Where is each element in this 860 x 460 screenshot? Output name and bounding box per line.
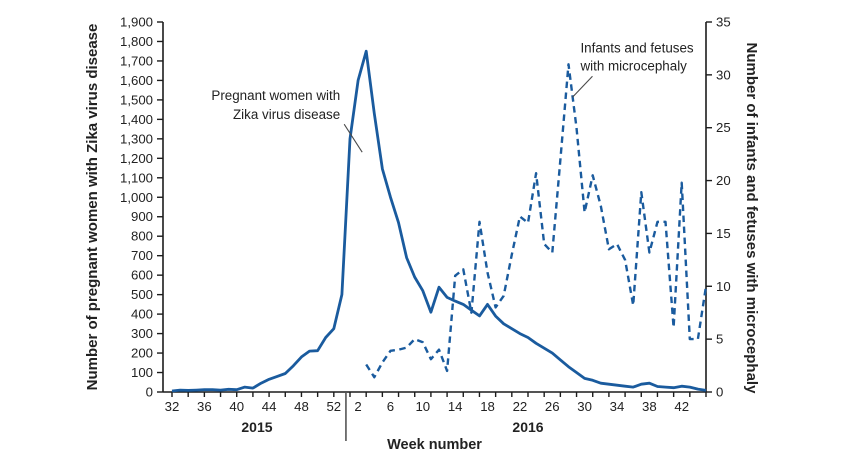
right-axis-tick-label: 5 [716, 332, 723, 347]
x-axis-week-label: 44 [262, 399, 277, 414]
pregnant-women-callout-leader-line [343, 123, 363, 153]
x-axis-week-label: 48 [294, 399, 309, 414]
left-axis-tick-label: 1,100 [120, 170, 153, 185]
right-axis-tick-label: 15 [716, 226, 731, 241]
x-axis-week-label: 40 [229, 399, 244, 414]
left-axis-tick-label: 1,300 [120, 131, 153, 146]
x-axis-week-label: 34 [610, 399, 625, 414]
right-axis-tick-label: 0 [716, 385, 723, 400]
microcephaly-callout-text: Infants and fetuses [580, 40, 693, 55]
right-axis-tick-label: 20 [716, 173, 731, 188]
left-axis-tick-label: 200 [131, 346, 153, 361]
x-axis-week-label: 42 [674, 399, 689, 414]
left-axis-tick-label: 0 [146, 385, 153, 400]
x-axis-week-label: 26 [545, 399, 560, 414]
x-axis-week-label: 38 [642, 399, 657, 414]
year-label-2016: 2016 [512, 419, 543, 435]
left-axis-tick-label: 100 [131, 365, 153, 380]
x-axis-week-label: 30 [577, 399, 592, 414]
microcephaly-series-line [365, 63, 708, 379]
x-axis-week-label: 2 [354, 399, 361, 414]
x-axis-title: Week number [387, 437, 482, 453]
left-axis-tick-label: 1,800 [120, 34, 153, 49]
x-axis-week-label: 18 [480, 399, 495, 414]
year-label-2015: 2015 [241, 419, 272, 435]
left-axis-tick-label: 300 [131, 326, 153, 341]
x-axis-week-label: 6 [387, 399, 394, 414]
x-axis-week-label: 32 [165, 399, 180, 414]
x-axis-week-label: 52 [326, 399, 341, 414]
left-axis-tick-label: 800 [131, 229, 153, 244]
left-axis-tick-label: 400 [131, 307, 153, 322]
left-axis-tick-label: 700 [131, 248, 153, 263]
left-axis-tick-label: 900 [131, 209, 153, 224]
right-axis-tick-label: 30 [716, 67, 731, 82]
left-axis-tick-label: 600 [131, 268, 153, 283]
pregnant-women-callout-text: Zika virus disease [233, 107, 340, 122]
microcephaly-callout-leader-line [572, 75, 593, 98]
microcephaly-callout-text: with microcephaly [579, 58, 687, 73]
left-axis-tick-label: 1,600 [120, 73, 153, 88]
left-axis-tick-label: 1,700 [120, 53, 153, 68]
left-axis-tick-label: 1,000 [120, 190, 153, 205]
pregnant-women-series-line [171, 49, 707, 393]
left-axis-tick-label: 1,200 [120, 151, 153, 166]
right-axis-tick-label: 25 [716, 120, 731, 135]
left-axis-tick-label: 500 [131, 287, 153, 302]
left-axis-title: Number of pregnant women with Zika virus… [84, 24, 101, 391]
x-axis-week-label: 22 [513, 399, 528, 414]
left-axis-tick-label: 1,400 [120, 112, 153, 127]
left-axis-tick-label: 1,500 [120, 92, 153, 107]
x-axis-week-label: 10 [415, 399, 430, 414]
pregnant-women-callout-text: Pregnant women with [211, 88, 340, 103]
right-axis-tick-label: 35 [716, 15, 731, 30]
right-axis-title: Number of infants and fetuses with micro… [743, 43, 760, 395]
left-axis-tick-label: 1,900 [120, 15, 153, 30]
x-axis-week-label: 14 [448, 399, 463, 414]
x-axis-week-label: 36 [197, 399, 212, 414]
right-axis-tick-label: 10 [716, 279, 731, 294]
